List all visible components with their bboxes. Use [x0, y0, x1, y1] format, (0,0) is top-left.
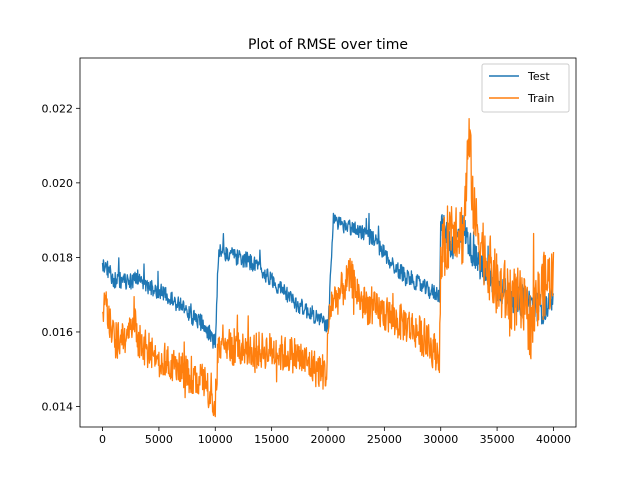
y-tick-label: 0.014 — [42, 401, 74, 414]
legend-box — [481, 63, 570, 113]
x-tick-label: 15000 — [254, 433, 289, 446]
y-tick-label: 0.022 — [42, 102, 74, 115]
y-axis: 0.014 0.016 0.018 0.020 0.022 — [42, 102, 80, 414]
legend-test-label: Test — [527, 70, 550, 83]
x-tick-label: 30000 — [423, 433, 458, 446]
series-layer — [101, 118, 555, 418]
x-tick-label: 10000 — [198, 433, 233, 446]
y-tick-label: 0.020 — [42, 177, 74, 190]
x-tick-label: 20000 — [311, 433, 346, 446]
series-line-train — [101, 118, 555, 418]
legend: Test Train — [481, 63, 570, 113]
x-tick-label: 40000 — [536, 433, 571, 446]
chart-title: Plot of RMSE over time — [248, 37, 408, 53]
y-tick-label: 0.018 — [42, 251, 74, 264]
x-tick-label: 25000 — [367, 433, 402, 446]
x-tick-label: 35000 — [480, 433, 515, 446]
legend-train-label: Train — [527, 92, 554, 105]
y-tick-label: 0.016 — [42, 326, 74, 339]
x-tick-label: 5000 — [145, 433, 173, 446]
x-tick-label: 0 — [99, 433, 106, 446]
x-axis: 0 5000 10000 15000 20000 25000 30000 35000 40000 — [99, 427, 571, 446]
